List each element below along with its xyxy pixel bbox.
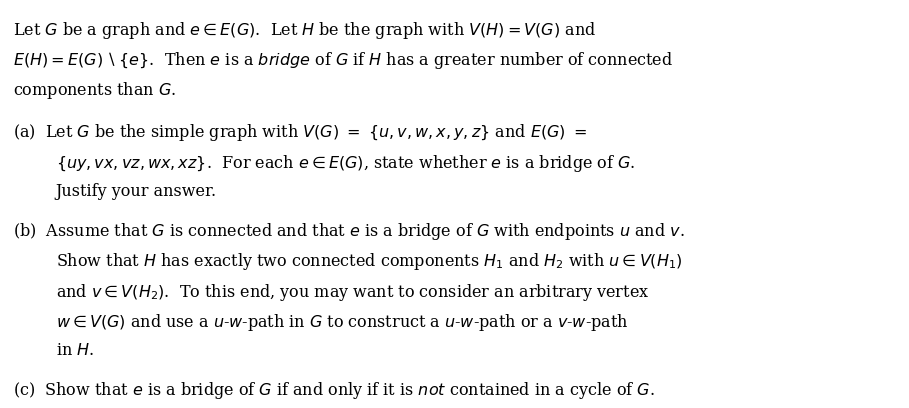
Text: $E(H) = E(G)\setminus\{e\}$.  Then $e$ is a $\it{bridge}$ of $G$ if $H$ has a gr: $E(H) = E(G)\setminus\{e\}$. Then $e$ is… <box>13 50 674 71</box>
Text: Show that $H$ has exactly two connected components $H_1$ and $H_2$ with $u \in V: Show that $H$ has exactly two connected … <box>55 251 683 272</box>
Text: components than $G$.: components than $G$. <box>13 80 176 101</box>
Text: and $v \in V(H_2)$.  To this end, you may want to consider an arbitrary vertex: and $v \in V(H_2)$. To this end, you may… <box>55 282 649 302</box>
Text: $w \in V(G)$ and use a $u$-$w$-path in $G$ to construct a $u$-$w$-path or a $v$-: $w \in V(G)$ and use a $u$-$w$-path in $… <box>55 312 628 333</box>
Text: Justify your answer.: Justify your answer. <box>55 183 217 200</box>
Text: (c)  Show that $e$ is a bridge of $G$ if and only if it is $\mathit{not}$ contai: (c) Show that $e$ is a bridge of $G$ if … <box>13 380 654 401</box>
Text: (a)  Let $G$ be the simple graph with $V(G)\ =\ \{u, v, w, x, y, z\}$ and $E(G)\: (a) Let $G$ be the simple graph with $V(… <box>13 122 587 143</box>
Text: (b)  Assume that $G$ is connected and that $e$ is a bridge of $G$ with endpoints: (b) Assume that $G$ is connected and tha… <box>13 221 684 242</box>
Text: in $H$.: in $H$. <box>55 342 94 359</box>
Text: Let $G$ be a graph and $e \in E(G)$.  Let $H$ be the graph with $V(H) = V(G)$ an: Let $G$ be a graph and $e \in E(G)$. Let… <box>13 20 596 40</box>
Text: $\{uy, vx, vz, wx, xz\}$.  For each $e \in E(G)$, state whether $e$ is a bridge : $\{uy, vx, vz, wx, xz\}$. For each $e \i… <box>55 153 635 173</box>
